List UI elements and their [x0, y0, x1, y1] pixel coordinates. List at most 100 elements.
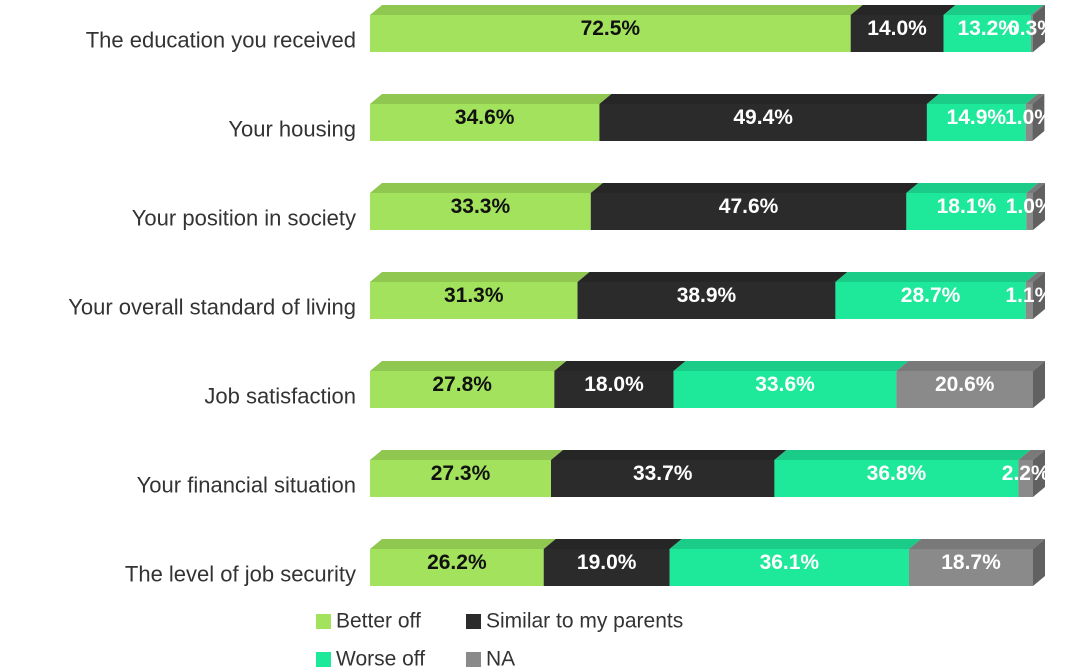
bar-top: [926, 94, 1038, 104]
bar: [673, 371, 897, 408]
value-label: 1.1%: [1005, 284, 1053, 307]
bar-top: [370, 183, 603, 193]
value-label: 72.5%: [581, 17, 641, 40]
value-label: 19.0%: [577, 551, 637, 574]
bar-top: [577, 272, 848, 282]
bar-top: [550, 450, 787, 460]
bar: [909, 549, 1033, 586]
legend-label: Similar to my parents: [486, 610, 683, 633]
category-label: The level of job security: [125, 561, 356, 586]
bar: [599, 104, 927, 141]
value-label: 20.6%: [935, 373, 995, 396]
bar: [906, 193, 1027, 230]
bar-side: [1033, 183, 1045, 230]
category-label: Your housing: [228, 116, 356, 141]
bar-top: [774, 450, 1031, 460]
bar-top: [370, 5, 863, 15]
value-label: 33.6%: [755, 373, 815, 396]
value-label: 49.4%: [733, 106, 793, 129]
bar: [543, 549, 670, 586]
bar-top: [1018, 450, 1045, 460]
bar: [370, 549, 544, 586]
value-label: 34.6%: [455, 106, 515, 129]
bar: [577, 282, 836, 319]
bar-side: [1033, 5, 1045, 52]
bar: [370, 460, 551, 497]
category-label: The education you received: [86, 27, 356, 52]
category-label: Job satisfaction: [204, 383, 356, 408]
value-label: 38.9%: [677, 284, 737, 307]
bar-top: [943, 5, 1044, 15]
bar-top: [669, 539, 922, 549]
value-label: 47.6%: [719, 195, 779, 218]
legend-label: Worse off: [336, 648, 425, 669]
bar-top: [590, 183, 919, 193]
legend-label: Better off: [336, 610, 421, 633]
value-label: 28.7%: [901, 284, 961, 307]
legend-swatch: [316, 652, 331, 667]
bar: [370, 15, 851, 52]
bar: [669, 549, 910, 586]
bar-top: [599, 94, 939, 104]
bar: [835, 282, 1026, 319]
bar: [554, 371, 674, 408]
bar-top: [835, 272, 1038, 282]
value-label: 18.7%: [941, 551, 1001, 574]
value-label: 31.3%: [444, 284, 504, 307]
bar-top: [1031, 5, 1045, 15]
category-label: Your overall standard of living: [68, 294, 356, 319]
bar-side: [1033, 450, 1045, 497]
bar-top: [370, 272, 590, 282]
bar: [1026, 193, 1033, 230]
bar-top: [370, 361, 567, 371]
bar: [370, 104, 600, 141]
value-label: 1.0%: [1006, 195, 1054, 218]
bar: [896, 371, 1033, 408]
bar-top: [554, 361, 686, 371]
bar-top: [1025, 272, 1045, 282]
bar: [550, 460, 775, 497]
value-label: 36.8%: [867, 462, 927, 485]
legend-swatch: [466, 614, 481, 629]
value-label: 27.3%: [431, 462, 491, 485]
value-label: 33.3%: [451, 195, 511, 218]
bar: [774, 460, 1019, 497]
bar: [850, 15, 944, 52]
value-label: 14.9%: [947, 106, 1007, 129]
bar-top: [909, 539, 1045, 549]
value-label: 0.3%: [1008, 17, 1056, 40]
legend-swatch: [466, 652, 481, 667]
value-label: 27.8%: [432, 373, 492, 396]
value-label: 13.2%: [957, 17, 1017, 40]
value-label: 26.2%: [427, 551, 487, 574]
bar-top: [673, 361, 909, 371]
bar: [590, 193, 907, 230]
bar: [926, 104, 1026, 141]
bar: [370, 282, 578, 319]
legend-label: NA: [486, 648, 515, 669]
bar-top: [1026, 183, 1045, 193]
bar-top: [850, 5, 956, 15]
bar: [1018, 460, 1033, 497]
bar-top: [1025, 94, 1045, 104]
value-label: 18.0%: [584, 373, 644, 396]
bar: [1031, 15, 1033, 52]
value-label: 33.7%: [633, 462, 693, 485]
bar-top: [370, 450, 563, 460]
category-label: Your financial situation: [137, 472, 356, 497]
bar-top: [370, 539, 556, 549]
bar-top: [543, 539, 682, 549]
category-label: Your position in society: [132, 205, 356, 230]
bar-top: [370, 94, 612, 104]
bar: [1025, 104, 1033, 141]
bar-side: [1033, 272, 1045, 319]
value-label: 18.1%: [937, 195, 997, 218]
value-label: 2.2%: [1002, 462, 1050, 485]
value-label: 36.1%: [760, 551, 820, 574]
bar-side: [1033, 361, 1045, 408]
bar-top: [906, 183, 1039, 193]
value-label: 1.0%: [1005, 106, 1053, 129]
bar: [1025, 282, 1033, 319]
bar-side: [1033, 539, 1045, 586]
